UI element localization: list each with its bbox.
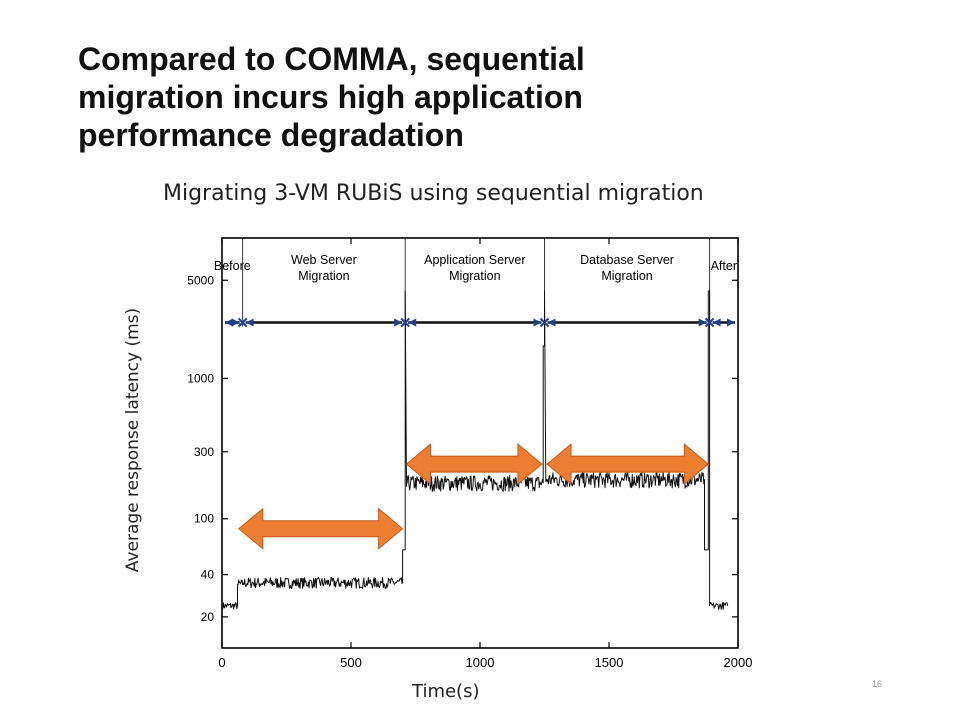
y-tick-label: 1000 [187,371,214,385]
phase-arrow-head [533,318,542,327]
y-axis-label: Average response latency (ms) [123,307,143,573]
x-tick-label: 500 [340,655,362,670]
chart-title: Migrating 3-VM RUBiS using sequential mi… [163,181,704,206]
phase-arrow-head [547,318,556,327]
x-tick-label: 1000 [466,655,495,670]
phase-arrow-head [712,318,721,327]
y-tick-label: 40 [201,568,215,582]
phase-boundary-marker [400,317,410,328]
series-layer [221,290,729,610]
x-axis-label: Time(s) [412,681,480,702]
phase-label: Database Server [580,253,674,267]
phase-boundary-marker [704,317,715,328]
y-tick-label: 20 [201,610,215,624]
phase-label: Migration [601,269,652,283]
phase-label: Migration [298,269,349,283]
phase-boundary-marker [237,317,248,328]
phase-labels: Before Web Server Migration Application Ser… [214,253,737,283]
y-axis-ticks: 20 40 100 300 1000 5000 [187,273,738,624]
phase-arrow-head [698,318,707,327]
x-tick-label: 0 [218,655,225,670]
phase-label: Application Server [424,253,525,267]
phase-arrow-head [408,318,417,327]
phase-arrow-head [245,318,254,327]
orange-double-arrow [546,443,710,486]
phase-boundary-marker [539,317,550,328]
phase-label: After [711,259,737,273]
phase-arrow-head [231,318,240,327]
x-axis-ticks: 0 500 1000 1500 2000 [218,238,752,670]
latency-series-line [221,290,729,610]
x-tick-label: 1500 [595,655,624,670]
y-tick-label: 5000 [187,273,214,287]
phase-label: Web Server [291,253,357,267]
slide-title-line: performance degradation [78,117,464,153]
orange-arrows [238,443,710,550]
phase-label: Before [214,259,251,273]
slide-title-line: Compared to COMMA, sequential [78,41,585,77]
phase-arrow-head [225,318,233,327]
x-tick-label: 2000 [724,655,753,670]
slide-title: Compared to COMMA, sequential migration … [78,40,758,154]
phase-arrows [225,317,735,328]
phase-arrow-head [727,318,735,327]
orange-double-arrow [238,507,404,550]
phase-label: Migration [449,269,500,283]
phase-arrow-head [394,318,403,327]
orange-double-arrow [405,443,543,486]
y-tick-label: 300 [194,445,214,459]
y-tick-label: 100 [194,512,214,526]
page-number: 16 [872,679,883,689]
slide-title-line: migration incurs high application [78,79,583,115]
